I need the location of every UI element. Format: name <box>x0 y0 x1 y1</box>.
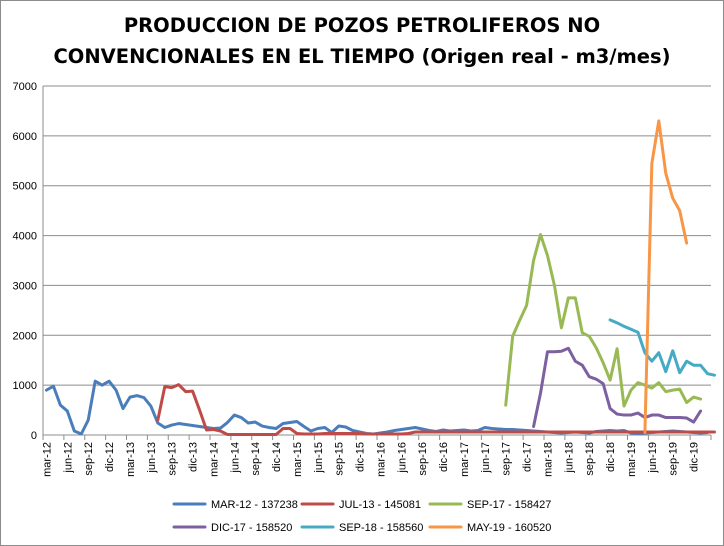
x-tick-label: mar-17 <box>459 442 471 477</box>
x-tick-label: dic-19 <box>689 442 701 472</box>
x-tick-label: sep-13 <box>167 442 179 476</box>
x-tick-label: sep-15 <box>334 442 346 476</box>
x-tick-label: jun-18 <box>563 442 575 474</box>
x-tick-label: jun-15 <box>313 442 325 474</box>
x-tick-label: dic-17 <box>522 442 534 472</box>
y-tick-label: 4000 <box>13 231 37 243</box>
legend-entry-label: MAY-19 - 160520 <box>467 522 551 534</box>
series-line <box>504 233 703 408</box>
x-tick-label: dic-12 <box>104 442 116 472</box>
x-tick-label: jun-13 <box>146 442 158 474</box>
x-tick-label: mar-13 <box>125 442 137 477</box>
chart-title: PRODUCCION DE POZOS PETROLIFEROS NO CONV… <box>0 10 724 72</box>
series-lines <box>44 119 716 436</box>
chart-title-line-1: PRODUCCION DE POZOS PETROLIFEROS NO <box>123 14 601 37</box>
x-tick-label: mar-19 <box>626 442 638 477</box>
y-tick-label: 0 <box>31 430 37 442</box>
legend-entry-label: SEP-17 - 158427 <box>467 499 551 511</box>
x-tick-label: mar-14 <box>208 442 220 477</box>
legend: MAR-12 - 137238 JUL-13 - 145081 SEP-17 - 1… <box>172 499 551 534</box>
y-tick-label: 6000 <box>13 131 37 143</box>
x-tick-label: mar-16 <box>375 442 387 477</box>
x-tick-label: sep-17 <box>501 442 513 476</box>
y-tick-label: 1000 <box>13 380 37 392</box>
chart-title-line-2: CONVENCIONALES EN EL TIEMPO (Origen real… <box>53 45 671 68</box>
x-tick-label: mar-12 <box>41 442 53 477</box>
series-line <box>156 383 716 436</box>
legend-entry-label: JUL-13 - 145081 <box>339 499 421 511</box>
x-tick-label: sep-16 <box>417 442 429 476</box>
legend-entry-label: MAR-12 - 137238 <box>211 499 298 511</box>
x-tick-label: jun-17 <box>480 442 492 474</box>
x-tick-label: sep-12 <box>83 442 95 476</box>
x-tick-label: mar-18 <box>542 442 554 477</box>
legend-entry-label: DIC-17 - 158520 <box>211 522 292 534</box>
y-axis-ticks: 0 1000 2000 3000 4000 5000 6000 7000 <box>13 81 37 442</box>
x-tick-label: dic-15 <box>355 442 367 472</box>
series-line <box>532 346 703 429</box>
x-tick-label: jun-12 <box>62 442 74 474</box>
x-tick-label: jun-19 <box>647 442 659 474</box>
axes <box>42 86 712 440</box>
x-tick-label: sep-18 <box>584 442 596 476</box>
series-line <box>608 318 716 377</box>
y-tick-label: 7000 <box>13 81 37 93</box>
x-tick-label: sep-14 <box>250 442 262 476</box>
x-tick-label: dic-18 <box>605 442 617 472</box>
x-tick-label: dic-14 <box>271 442 283 472</box>
legend-entry-label: SEP-18 - 158560 <box>339 522 423 534</box>
series-line <box>643 119 689 435</box>
x-tick-label: dic-16 <box>438 442 450 472</box>
x-tick-label: dic-13 <box>188 442 200 472</box>
y-tick-label: 5000 <box>13 181 37 193</box>
x-tick-label: sep-19 <box>668 442 680 476</box>
x-tick-label: jun-14 <box>229 442 241 474</box>
y-tick-label: 3000 <box>13 280 37 292</box>
x-axis-ticks: mar-12 jun-12 sep-12 dic-12 mar-13 jun-13 sep-… <box>41 442 700 477</box>
gridlines <box>43 85 711 386</box>
x-tick-label: mar-15 <box>292 442 304 477</box>
y-tick-label: 2000 <box>13 330 37 342</box>
x-tick-label: jun-16 <box>396 442 408 474</box>
